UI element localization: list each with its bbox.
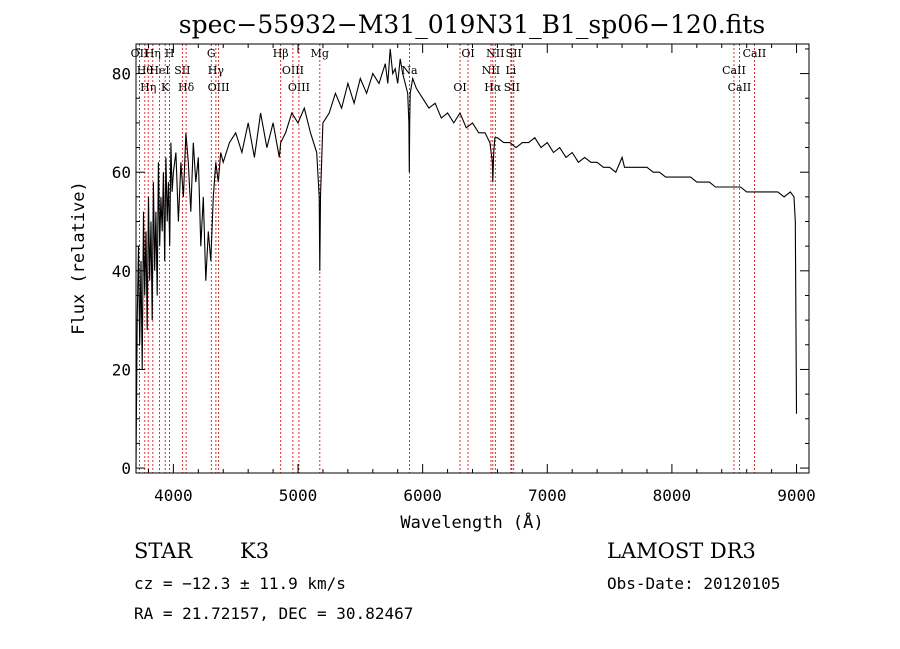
- line-label: CaII: [722, 64, 746, 77]
- line-label: Na: [401, 64, 418, 77]
- line-label: Mg: [311, 47, 329, 60]
- line-label: SII: [506, 47, 522, 60]
- line-label: NII: [486, 47, 504, 60]
- line-label: Hη: [145, 47, 161, 60]
- line-label: OII: [131, 47, 149, 60]
- y-axis: 0 20 40 60 80: [112, 48, 809, 478]
- line-label: K: [161, 81, 170, 94]
- line-label: OIII: [288, 81, 310, 94]
- redshift-text: cz = −12.3 ± 11.9 km/s: [134, 574, 346, 593]
- x-tick-label: 7000: [528, 486, 567, 505]
- y-tick-label: 60: [112, 163, 131, 182]
- line-label: SII: [504, 81, 520, 94]
- x-tick-label: 9000: [777, 486, 816, 505]
- line-label: Hβ: [273, 47, 289, 60]
- line-label: SII: [174, 64, 190, 77]
- x-tick-label: 5000: [279, 486, 318, 505]
- emission-line-labels: OIIHθHηHηHeIKHSIIHδGHγOIIIHβOIIIOIIIMgNa…: [131, 47, 767, 94]
- line-label: HeI: [149, 64, 169, 77]
- x-tick-label: 8000: [653, 486, 692, 505]
- line-label: CaII: [728, 81, 752, 94]
- survey-name: LAMOST DR3: [607, 539, 756, 563]
- x-axis: 4000 5000 6000 7000 8000 9000: [147, 44, 816, 505]
- line-label: H: [165, 47, 175, 60]
- spectral-class: K3: [240, 539, 269, 563]
- flux-series-line: [135, 48, 798, 469]
- emission-lines: [139, 44, 755, 473]
- line-label: NII: [482, 64, 500, 77]
- object-type: STAR: [134, 539, 193, 563]
- line-label: Hγ: [208, 64, 225, 77]
- x-axis-label: Wavelength (Å): [400, 511, 543, 533]
- line-label: OI: [461, 47, 474, 60]
- plot-frame: [135, 43, 810, 474]
- x-tick-label: 6000: [403, 486, 442, 505]
- line-label: G: [207, 47, 216, 60]
- x-tick-label: 4000: [154, 486, 193, 505]
- line-label: Hα: [484, 81, 502, 94]
- line-label: CaII: [743, 47, 767, 60]
- line-label: OIII: [208, 81, 230, 94]
- y-tick-label: 40: [112, 262, 131, 281]
- y-tick-label: 0: [121, 459, 131, 478]
- y-tick-label: 80: [112, 65, 131, 84]
- y-tick-label: 20: [112, 360, 131, 379]
- obs-date-text: Obs-Date: 20120105: [607, 574, 780, 593]
- line-label: Hδ: [178, 81, 195, 94]
- line-label: OIII: [282, 64, 304, 77]
- line-label: OI: [453, 81, 466, 94]
- chart-title: spec−55932−M31_019N31_B1_sp06−120.fits: [179, 10, 765, 39]
- y-axis-label: Flux (relative): [69, 181, 89, 335]
- line-label: Li: [505, 64, 516, 77]
- line-label: Hη: [140, 81, 156, 94]
- coordinates-text: RA = 21.72157, DEC = 30.82467: [134, 604, 413, 623]
